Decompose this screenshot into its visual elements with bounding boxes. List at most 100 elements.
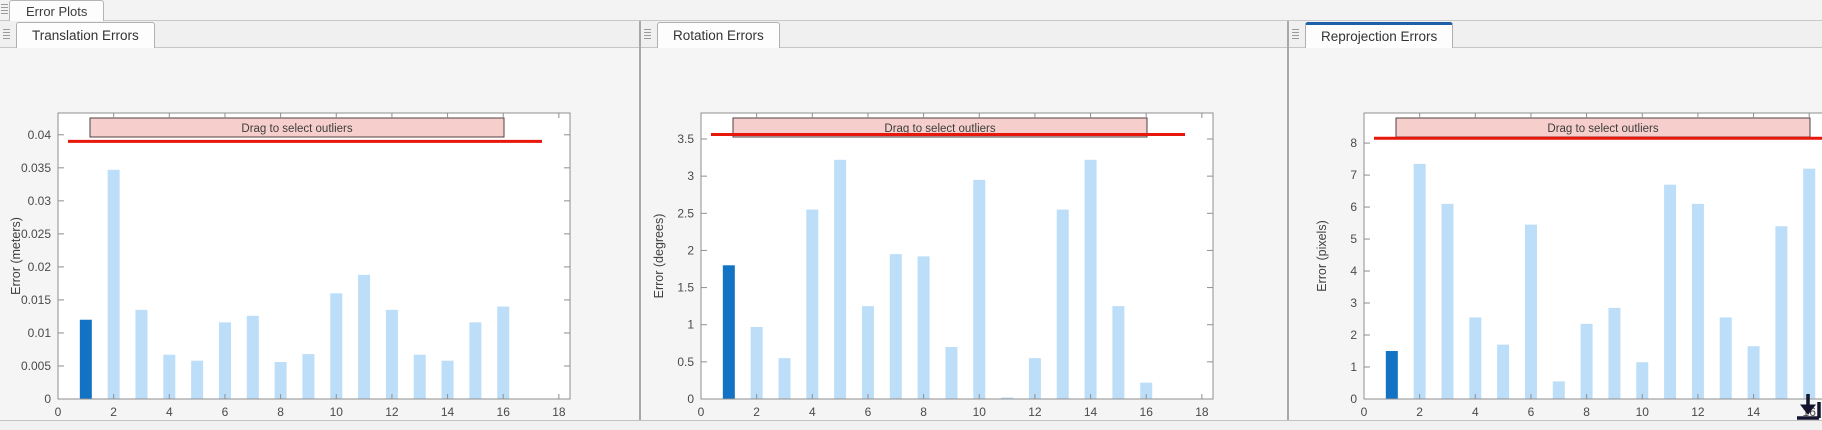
drag-select-outliers-label: Drag to select outliers (241, 123, 352, 135)
panel-divider[interactable] (639, 21, 641, 430)
bar-15[interactable] (1775, 226, 1788, 399)
x-tick-label: 8 (920, 405, 927, 419)
y-axis-label: Error (degrees) (652, 214, 666, 299)
translation-errors-tabbar: Translation Errors (0, 21, 639, 48)
bar-6[interactable] (861, 306, 874, 399)
tab-rotation-errors[interactable]: Rotation Errors (657, 22, 780, 48)
bar-2[interactable] (1413, 163, 1426, 399)
bar-7[interactable] (889, 254, 902, 399)
y-tick-label: 3 (687, 169, 694, 183)
drag-select-outliers-band[interactable] (732, 117, 1148, 138)
x-tick-label: 14 (1747, 405, 1761, 419)
bar-14[interactable] (441, 360, 454, 399)
x-tick-label: 14 (441, 405, 455, 419)
x-tick-label: 8 (1583, 405, 1590, 419)
bar-4[interactable] (163, 354, 176, 399)
x-tick-label: 4 (809, 405, 816, 419)
y-tick-label: 0 (687, 392, 694, 406)
bar-8[interactable] (274, 362, 287, 399)
bar-8[interactable] (917, 256, 930, 399)
bar-3[interactable] (135, 309, 148, 399)
bar-12[interactable] (385, 309, 398, 399)
tab-translation-errors[interactable]: Translation Errors (16, 22, 155, 48)
bar-9[interactable] (302, 354, 315, 399)
y-axis-label: Error (pixels) (1315, 220, 1329, 292)
bar-6[interactable] (218, 322, 231, 399)
x-tick-label: 12 (385, 405, 399, 419)
panel-divider[interactable] (1287, 21, 1289, 430)
x-tick-label: 10 (330, 405, 344, 419)
bar-1[interactable] (722, 265, 735, 399)
x-tick-label: 8 (277, 405, 284, 419)
bar-11[interactable] (1001, 397, 1014, 399)
bar-15[interactable] (469, 322, 482, 399)
y-tick-label: 3 (1350, 296, 1357, 310)
bar-2[interactable] (107, 169, 120, 399)
plot-area[interactable] (1364, 113, 1822, 399)
reprojection-errors-tabbar: Reprojection Errors (1289, 21, 1822, 48)
bar-9[interactable] (1608, 307, 1621, 399)
bar-10[interactable] (330, 293, 343, 399)
y-tick-label: 8 (1350, 136, 1357, 150)
x-tick-label: 2 (1416, 405, 1423, 419)
y-tick-label: 1 (687, 318, 694, 332)
y-tick-label: 0.01 (28, 326, 52, 340)
y-tick-label: 3.5 (677, 132, 694, 146)
tabbar-grip-icon[interactable] (1, 4, 8, 15)
tab-grip-icon[interactable] (644, 29, 651, 40)
bar-10[interactable] (1636, 362, 1649, 399)
bar-15[interactable] (1112, 306, 1125, 399)
bar-1[interactable] (79, 319, 92, 399)
bar-4[interactable] (1469, 317, 1482, 399)
bar-11[interactable] (1664, 184, 1677, 399)
bar-9[interactable] (945, 347, 958, 399)
bar-14[interactable] (1747, 346, 1760, 399)
bar-12[interactable] (1691, 203, 1704, 399)
axes-box (1363, 112, 1822, 400)
bar-10[interactable] (973, 179, 986, 399)
x-tick-label: 2 (110, 405, 117, 419)
y-axis-label: Error (meters) (9, 217, 23, 295)
tab-translation-errors-label: Translation Errors (32, 28, 139, 43)
tab-error-plots[interactable]: Error Plots (9, 0, 105, 21)
bar-16[interactable] (1140, 382, 1153, 399)
reprojection-errors-chart[interactable]: Drag to select outliers02468101214161801… (1289, 48, 1822, 421)
x-tick-label: 4 (1472, 405, 1479, 419)
bar-11[interactable] (358, 274, 371, 399)
y-tick-label: 1.5 (677, 281, 694, 295)
bar-13[interactable] (413, 354, 426, 399)
bar-16[interactable] (497, 306, 510, 399)
x-tick-label: 14 (1084, 405, 1098, 419)
export-down-arrow-icon[interactable] (1792, 392, 1822, 430)
bar-1[interactable] (1385, 351, 1398, 399)
y-tick-label: 2.5 (677, 206, 694, 220)
bar-12[interactable] (1028, 358, 1041, 399)
bar-8[interactable] (1580, 323, 1593, 399)
bar-4[interactable] (806, 209, 819, 399)
bar-5[interactable] (191, 360, 204, 399)
drag-select-outliers-band[interactable] (89, 117, 505, 138)
bar-7[interactable] (1552, 381, 1565, 399)
bar-14[interactable] (1084, 159, 1097, 399)
bar-3[interactable] (778, 358, 791, 399)
y-tick-label: 2 (687, 243, 694, 257)
tab-reprojection-errors[interactable]: Reprojection Errors (1305, 22, 1454, 48)
bar-16[interactable] (1803, 168, 1816, 399)
bar-6[interactable] (1524, 224, 1537, 399)
y-tick-label: 0.015 (21, 293, 51, 307)
x-tick-label: 4 (166, 405, 173, 419)
tab-grip-icon[interactable] (3, 29, 10, 40)
bar-13[interactable] (1719, 317, 1732, 399)
translation-errors-chart[interactable]: Drag to select outliers 0 2 4 6 8 10 12 14 16 18 0 0… (0, 48, 639, 421)
tab-grip-icon[interactable] (1292, 29, 1299, 40)
bar-7[interactable] (246, 315, 259, 399)
bar-5[interactable] (1497, 344, 1510, 399)
x-tick-label: 16 (497, 405, 511, 419)
bar-13[interactable] (1056, 209, 1069, 399)
y-tick-label: 2 (1350, 328, 1357, 342)
bar-5[interactable] (834, 159, 847, 399)
bar-3[interactable] (1441, 203, 1454, 399)
bar-2[interactable] (750, 326, 763, 399)
